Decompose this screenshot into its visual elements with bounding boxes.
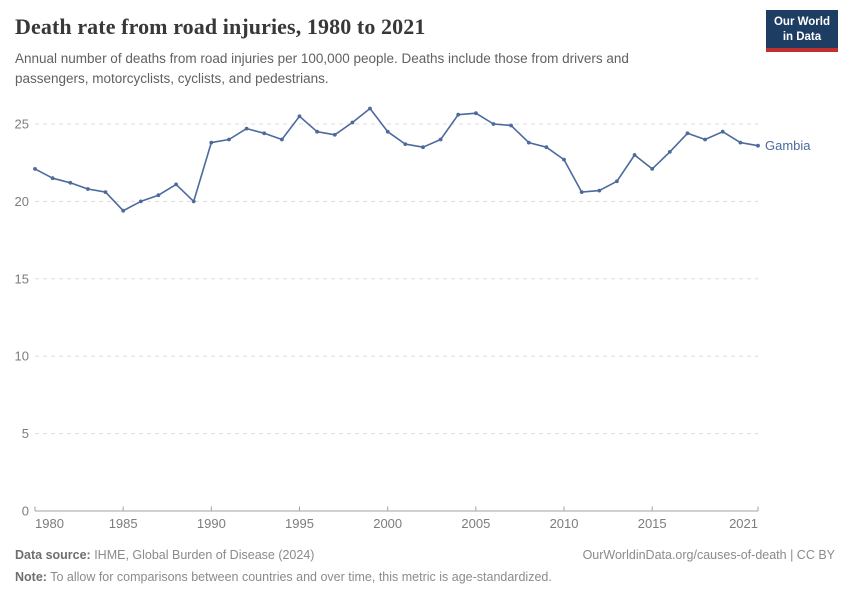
- data-source-text: Data source: IHME, Global Burden of Dise…: [15, 548, 315, 562]
- svg-text:2015: 2015: [638, 516, 667, 531]
- svg-text:2000: 2000: [373, 516, 402, 531]
- data-points: [33, 106, 760, 213]
- y-axis-labels: 0 5 10 15 20 25: [15, 117, 29, 519]
- entity-label[interactable]: Gambia: [765, 138, 811, 153]
- note-text: Note: To allow for comparisons between c…: [15, 569, 552, 584]
- owid-logo[interactable]: Our World in Data: [765, 10, 838, 52]
- svg-text:15: 15: [15, 271, 29, 286]
- svg-text:1980: 1980: [35, 516, 64, 531]
- owid-logo-line1: Our World: [773, 16, 830, 28]
- chart-footer: Data source: IHME, Global Burden of Dise…: [15, 547, 835, 586]
- attribution-link[interactable]: OurWorldinData.org/causes-of-death | CC …: [582, 548, 835, 562]
- svg-text:1995: 1995: [285, 516, 314, 531]
- note-label: Note:: [15, 569, 47, 584]
- svg-text:5: 5: [22, 426, 29, 441]
- chart-subtitle: Annual number of deaths from road injuri…: [15, 51, 629, 87]
- svg-text:2010: 2010: [550, 516, 579, 531]
- svg-text:0: 0: [22, 504, 29, 519]
- svg-text:2005: 2005: [461, 516, 490, 531]
- owid-logo-line2: in Data: [782, 30, 822, 43]
- svg-text:20: 20: [15, 194, 29, 209]
- svg-text:25: 25: [15, 117, 29, 132]
- chart-header: Death rate from road injuries, 1980 to 2…: [15, 14, 750, 90]
- svg-text:2021: 2021: [729, 516, 758, 531]
- x-axis: [34, 506, 759, 511]
- svg-text:1985: 1985: [109, 516, 138, 531]
- page-title: Death rate from road injuries, 1980 to 2…: [15, 14, 426, 39]
- data-source-label: Data source:: [15, 548, 91, 562]
- data-line: [34, 107, 759, 212]
- x-axis-labels: 1980 1985 1990 1995 2000 2005 2010 2015 2021: [35, 516, 758, 531]
- line-chart[interactable]: 0 5 10 15 20 25 1980 1985 1990 1995 2000 2005 2010 20…: [0, 0, 850, 545]
- y-gridlines: [35, 123, 758, 512]
- svg-text:1990: 1990: [197, 516, 226, 531]
- svg-text:10: 10: [15, 349, 29, 364]
